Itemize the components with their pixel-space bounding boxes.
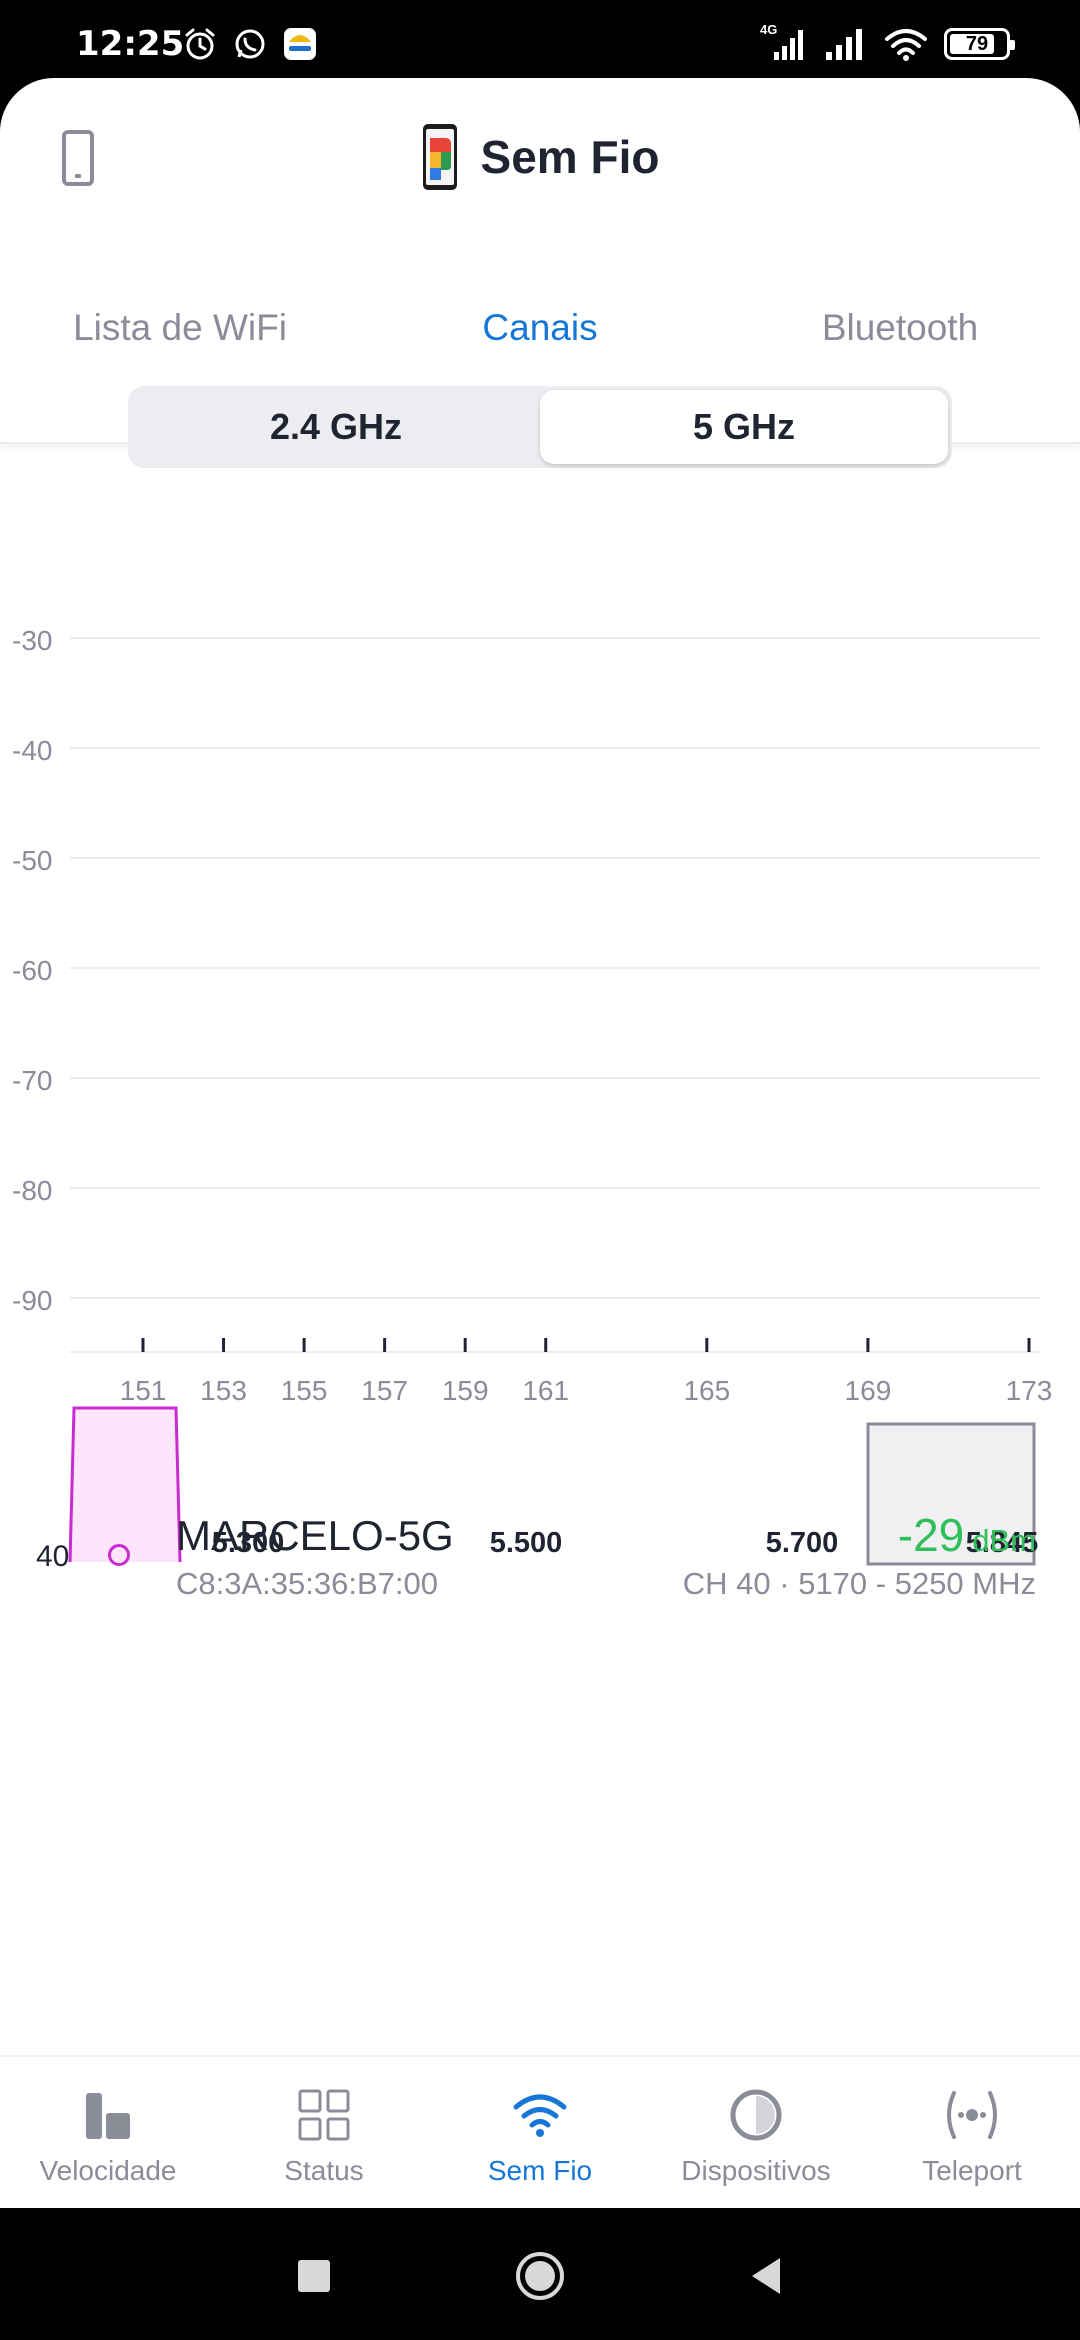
alarm-icon	[185, 28, 215, 60]
y-tick-label: -70	[12, 1065, 52, 1096]
tab-bluetooth[interactable]: Bluetooth	[821, 307, 979, 348]
y-tick-label: -90	[12, 1285, 52, 1316]
x-tick-label: 159	[442, 1375, 489, 1406]
network-ssid: MARCELO-5G	[176, 1512, 454, 1559]
network-signal-unit: dBm	[972, 1523, 1036, 1558]
y-tick-label: -80	[12, 1175, 52, 1206]
app-header: Sem Fio	[0, 78, 1080, 228]
whatsapp-icon	[235, 29, 265, 59]
frequency-label: 5.300	[212, 1527, 285, 1559]
recent-apps-icon[interactable]	[288, 2250, 340, 2302]
frequency-label: 5.845	[966, 1527, 1039, 1559]
page-title: Sem Fio	[480, 131, 660, 183]
bottom-navigation: Velocidade Status Sem Fio	[0, 2055, 1080, 2208]
x-tick-label: 153	[200, 1375, 247, 1406]
band-24ghz-button[interactable]: 2.4 GHz	[269, 406, 403, 447]
x-tick-label: 151	[120, 1375, 167, 1406]
status-icons-right: 4G 79	[760, 22, 1015, 62]
home-icon[interactable]	[514, 2250, 566, 2302]
channel-chart: -30 -40 -50 -60 -70 -80 -90 151 153 155 157 159 161 1…	[0, 498, 1080, 1598]
nav-sem-fio[interactable]: Sem Fio	[432, 2057, 648, 2208]
channel-chart-svg: -30 -40 -50 -60 -70 -80 -90 151 153 155 157 159 161 1…	[12, 625, 1053, 1566]
network-band-shape	[68, 1406, 182, 1563]
app-notification-icon	[284, 28, 316, 60]
network-signal: -29 dBm	[898, 1508, 1036, 1562]
speed-bars-icon	[86, 2093, 130, 2139]
signal-bars-icon	[826, 29, 862, 60]
status-bar: 12:25 4G	[0, 0, 1080, 80]
y-tick-label: -30	[12, 625, 52, 656]
grid-icon	[298, 2089, 350, 2141]
x-tick-label: 161	[522, 1375, 569, 1406]
band-5ghz-button[interactable]: 5 GHz	[540, 390, 948, 464]
nav-status[interactable]: Status	[216, 2057, 432, 2208]
x-tick-label: 157	[361, 1375, 408, 1406]
teleport-icon	[947, 2091, 997, 2139]
y-tick-label: -50	[12, 845, 52, 876]
battery-icon: 79	[944, 28, 1015, 60]
wifi-status-icon	[885, 29, 927, 61]
system-navigation-bar	[0, 2210, 1080, 2340]
nav-teleport[interactable]: Teleport	[864, 2057, 1080, 2208]
header-title-group: Sem Fio	[0, 122, 1080, 192]
network-mac: C8:3A:35:36:B7:00	[176, 1566, 438, 1601]
x-tick-label: 155	[281, 1375, 328, 1406]
network-detail: CH 40 · 5170 - 5250 MHz	[682, 1566, 1036, 1601]
y-tick-label: -60	[12, 955, 52, 986]
mobile-signal-4g-icon: 4G	[760, 22, 808, 62]
tab-channels[interactable]: Canais	[482, 307, 598, 348]
colorful-phone-logo-icon	[422, 124, 457, 190]
network-channel: 40	[36, 1540, 70, 1573]
status-time: 12:25	[76, 24, 185, 64]
frequency-label: 5.700	[766, 1527, 839, 1559]
band-block-gray	[866, 1422, 1036, 1566]
battery-fill	[950, 34, 995, 54]
x-tick-label: 169	[845, 1375, 892, 1406]
devices-circle-icon	[730, 2089, 782, 2141]
network-color-dot	[108, 1544, 130, 1566]
wifi-icon	[513, 2094, 567, 2137]
status-icons-left	[182, 26, 318, 62]
band-toggle: 2.4 GHz 5 GHz	[128, 386, 952, 468]
y-tick-label: -40	[12, 735, 52, 766]
network-signal-value: -29	[897, 1509, 965, 1561]
back-icon[interactable]	[740, 2250, 792, 2302]
frequency-label: 5.500	[490, 1527, 563, 1559]
battery-level: 79	[965, 32, 989, 55]
network-row[interactable]: 40 MARCELO-5G C8:3A:35:36:B7:00 -29 dBm …	[0, 1504, 1080, 1614]
phone-icon[interactable]	[56, 128, 100, 188]
nav-dispositivos[interactable]: Dispositivos	[648, 2057, 864, 2208]
tab-wifi-list[interactable]: Lista de WiFi	[73, 307, 287, 348]
x-tick-label: 173	[1006, 1375, 1053, 1406]
x-tick-label: 165	[683, 1375, 730, 1406]
nav-velocidade[interactable]: Velocidade	[0, 2057, 216, 2208]
app-screen: Sem Fio Lista de WiFi Canais Bluetooth 2…	[0, 78, 1080, 2208]
